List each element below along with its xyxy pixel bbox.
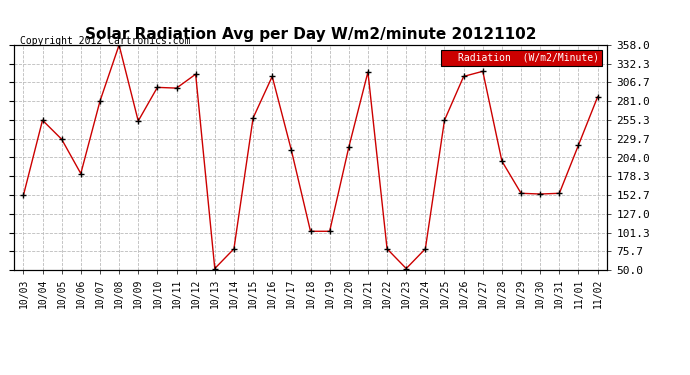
Legend: Radiation  (W/m2/Minute): Radiation (W/m2/Minute) xyxy=(441,50,602,66)
Text: Copyright 2012 Cartronics.com: Copyright 2012 Cartronics.com xyxy=(20,36,190,46)
Title: Solar Radiation Avg per Day W/m2/minute 20121102: Solar Radiation Avg per Day W/m2/minute … xyxy=(85,27,536,42)
